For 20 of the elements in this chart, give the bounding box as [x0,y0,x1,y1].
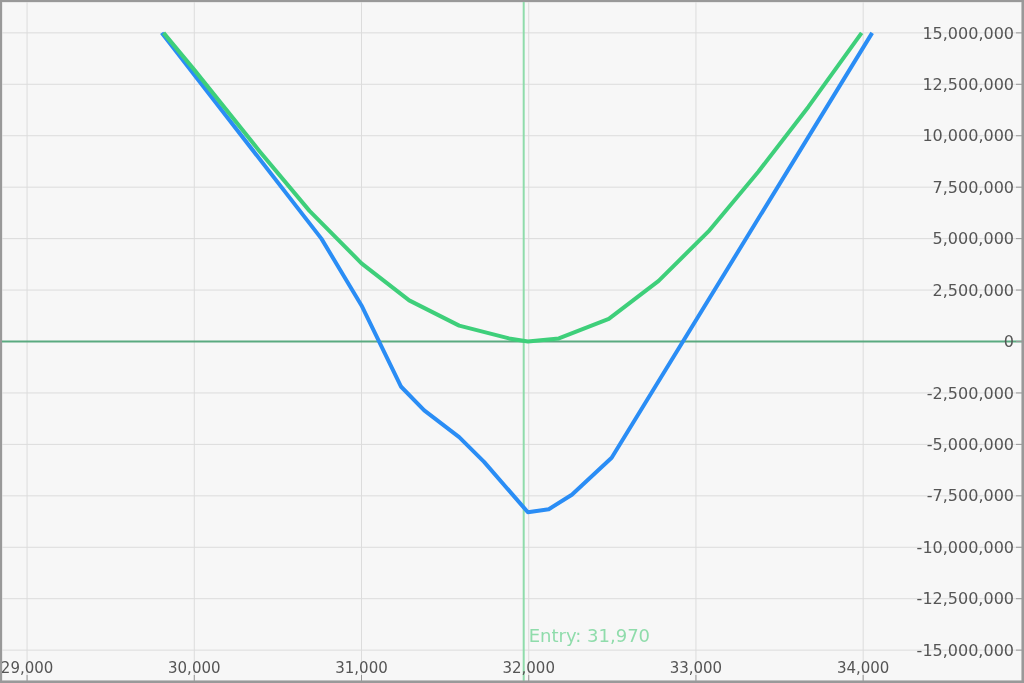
x-tick-label: 29,000 [0,659,54,677]
line-series [161,30,864,344]
x-tick-label: 30,000 [168,659,221,677]
y-tick-label: 7,500,000 [932,177,1014,197]
x-tick-label: 34,000 [836,659,890,677]
line-series [159,30,875,515]
y-tick-label: -7,500,000 [926,486,1014,506]
y-tick-label: -15,000,000 [916,640,1014,660]
y-tick-label: -5,000,000 [926,435,1014,455]
y-tick-label: -2,500,000 [926,383,1014,403]
ref-line-label: Entry: 31,970 [528,625,651,646]
x-tick-label: 33,000 [669,659,723,677]
y-tick-label: -10,000,000 [916,537,1014,557]
y-tick-label: 15,000,000 [922,23,1014,43]
y-tick-label: 5,000,000 [932,229,1014,249]
y-tick-label: 2,500,000 [932,280,1014,300]
y-tick-label: -12,500,000 [916,589,1014,609]
y-tick-label: 10,000,000 [922,126,1014,146]
x-tick-label: 31,000 [335,659,388,677]
y-tick-label: 12,500,000 [922,74,1014,94]
